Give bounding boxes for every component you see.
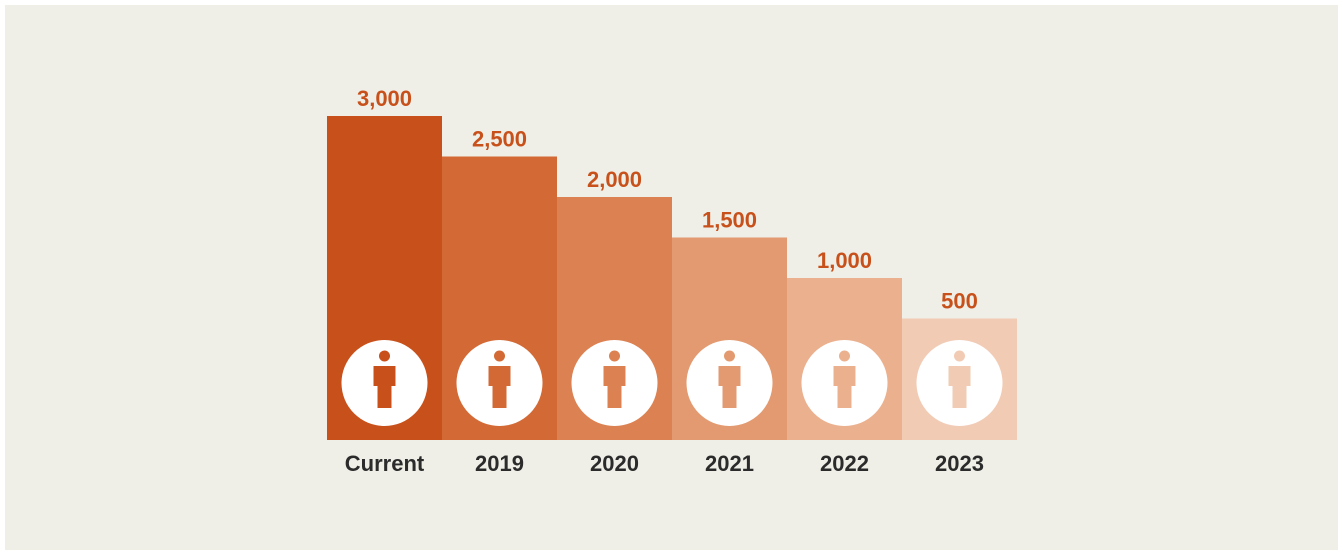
- value-label: 2,000: [587, 167, 642, 192]
- icon-head: [379, 350, 390, 362]
- x-tick-label: 2021: [705, 451, 754, 476]
- icon-body: [373, 366, 396, 408]
- icon-body: [833, 366, 856, 408]
- icon-head: [609, 350, 620, 362]
- x-tick-label: Current: [345, 451, 425, 476]
- x-tick-label: 2020: [590, 451, 639, 476]
- value-label: 1,000: [817, 248, 872, 273]
- x-tick-label: 2023: [935, 451, 984, 476]
- x-tick-label: 2022: [820, 451, 869, 476]
- icon-body: [603, 366, 626, 408]
- value-label: 1,500: [702, 207, 757, 232]
- icon-body: [948, 366, 971, 408]
- icon-head: [494, 350, 505, 362]
- x-tick-label: 2019: [475, 451, 524, 476]
- value-label: 2,500: [472, 126, 527, 151]
- icon-head: [839, 350, 850, 362]
- icon-head: [954, 350, 965, 362]
- value-label: 500: [941, 288, 978, 313]
- value-label: 3,000: [357, 86, 412, 111]
- icon-body: [718, 366, 741, 408]
- icon-body: [488, 366, 511, 408]
- icon-head: [724, 350, 735, 362]
